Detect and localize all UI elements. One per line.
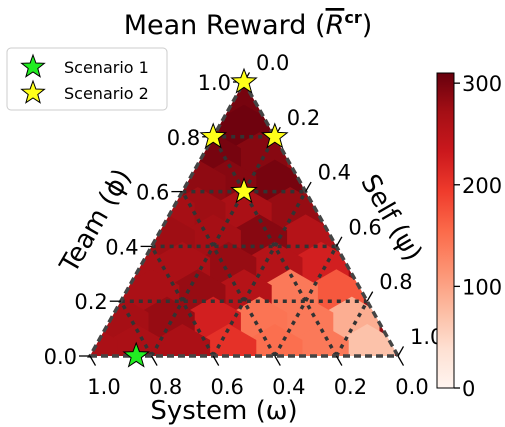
heatmap-cell	[108, 324, 164, 356]
colorbar-tick-label: 200	[462, 174, 502, 198]
bottom-axis-tick-label: 0.6	[210, 375, 243, 399]
scenario-2-marker	[230, 177, 258, 204]
title-superscript: cr	[344, 8, 361, 27]
left-axis-tick-label: 1.0	[198, 71, 231, 95]
right-axis-tick-label: 0.2	[287, 106, 320, 130]
bottom-axis-tick-label: 1.0	[87, 375, 120, 399]
right-axis-tick-label: 0.6	[348, 215, 381, 239]
gridline-self	[334, 300, 369, 356]
right-axis-tick-label: 0.4	[318, 161, 351, 185]
chart-title: Mean Reward (Rcr)	[124, 8, 373, 41]
gridline-system	[119, 300, 154, 356]
heatmap-cell	[154, 324, 211, 356]
bottom-axis-tick	[151, 355, 158, 366]
colorbar: 0 100 200 300	[436, 72, 502, 401]
heatmap-cells	[90, 82, 398, 356]
bottom-axis-tick-label: 0.2	[334, 375, 367, 399]
right-axis-tick	[397, 346, 405, 357]
left-axis-tick-label: 0.4	[105, 235, 138, 259]
gridlines	[119, 135, 369, 356]
left-axis-label: Team (ϕ)	[54, 164, 138, 279]
left-axis-tick-label: 0.2	[74, 290, 107, 314]
title-symbol: R	[326, 10, 345, 41]
bottom-axis-tick-label: 0.0	[395, 375, 428, 399]
bottom-axis-tick	[212, 355, 220, 366]
gridline-system	[150, 245, 215, 356]
right-axis-tick-label: 0.8	[379, 270, 412, 294]
title-text: Mean Reward (	[124, 10, 326, 41]
legend-box	[6, 47, 168, 111]
legend-marker	[20, 53, 46, 78]
scenario-1-marker	[122, 341, 150, 368]
bottom-axis-tick-label: 0.8	[149, 375, 182, 399]
colorbar-tick-label: 100	[462, 275, 502, 299]
colorbar-tick-label: 0	[462, 377, 475, 401]
right-axis-tick	[366, 291, 374, 302]
legend-label: Scenario 2	[64, 84, 149, 103]
bottom-axis-label: System (ω)	[150, 396, 297, 426]
legend: Scenario 1 Scenario 2	[6, 47, 168, 111]
left-axis-tick-label: 0.0	[44, 345, 77, 369]
left-axis-tick-label: 0.8	[167, 126, 200, 150]
scenario-markers	[122, 67, 289, 368]
axis-ticks: 0.0 0.0 1.0 0.2 0.2 0.8 0.4 0.4 0.6 0.6 0.6 0.4 0.8 0…	[44, 51, 444, 399]
bottom-axis-tick	[335, 355, 343, 366]
gridline-system	[211, 135, 338, 356]
legend-label: Scenario 1	[64, 58, 149, 77]
colorbar-tick-label: 300	[462, 72, 502, 96]
right-axis-tick-label: 0.0	[256, 51, 289, 75]
heatmap-cell	[200, 324, 257, 356]
title-close: )	[362, 10, 373, 41]
gridline-self	[273, 245, 338, 356]
bottom-axis-tick-label: 0.4	[272, 375, 305, 399]
scenario-2-marker	[199, 122, 227, 149]
legend-marker	[20, 79, 46, 104]
heatmap-cell	[247, 324, 303, 356]
left-axis-tick-label: 0.6	[136, 181, 169, 205]
bottom-axis-tick	[274, 355, 281, 366]
right-axis-tick	[335, 236, 343, 247]
right-axis-tick	[305, 181, 312, 192]
scenario-2-marker	[261, 122, 289, 149]
gridline-self	[150, 135, 277, 356]
bottom-axis-tick	[89, 355, 97, 366]
bottom-axis-tick	[397, 355, 405, 366]
heatmap-cell	[90, 324, 118, 356]
triangle-border	[87, 78, 401, 358]
colorbar-gradient	[436, 72, 455, 389]
heatmap-cell	[293, 324, 349, 356]
heatmap-cell	[339, 324, 395, 356]
scenario-2-marker	[230, 67, 258, 94]
